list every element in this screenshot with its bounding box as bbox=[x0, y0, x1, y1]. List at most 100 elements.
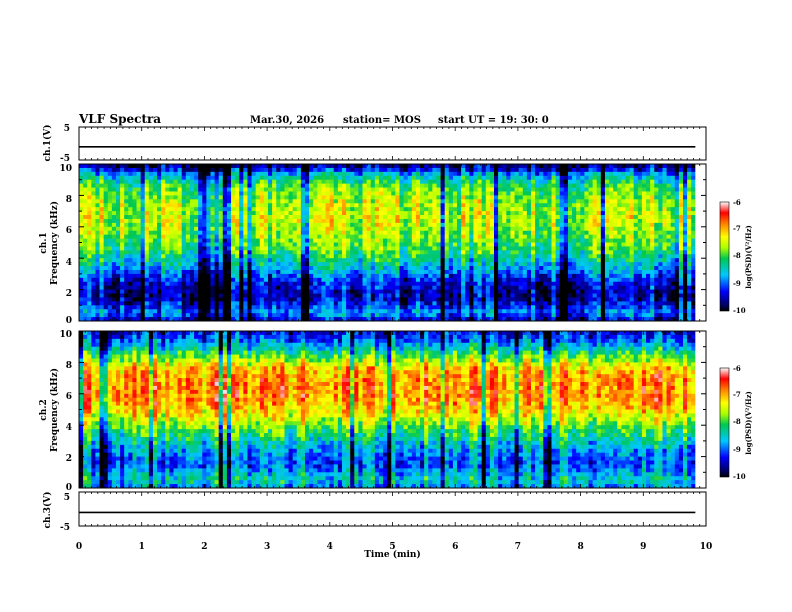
spectrogram-cell bbox=[120, 301, 125, 306]
spectrogram-cell bbox=[473, 171, 478, 177]
spectrogram-cell bbox=[526, 238, 532, 243]
spectrogram-cell bbox=[358, 191, 363, 196]
spectrogram-cell bbox=[415, 222, 421, 228]
spectrogram-cell bbox=[276, 254, 281, 259]
spectrogram-cell bbox=[235, 305, 240, 310]
spectrogram-cell bbox=[494, 262, 499, 267]
spectrogram-cell bbox=[239, 313, 244, 318]
spectrogram-cell bbox=[350, 305, 355, 310]
spectrogram-cell bbox=[243, 222, 248, 228]
spectrogram-cell bbox=[218, 179, 224, 185]
spectrogram-cell bbox=[572, 313, 577, 318]
spectrogram-cell bbox=[341, 277, 347, 283]
spectrogram-cell bbox=[83, 183, 88, 188]
spectrogram-cell bbox=[551, 273, 557, 279]
spectrogram-cell bbox=[428, 215, 433, 220]
spectrogram-cell bbox=[309, 242, 314, 247]
spectrogram-cell bbox=[243, 305, 248, 310]
spectrogram-cell bbox=[370, 289, 376, 294]
spectrogram-cell bbox=[378, 211, 384, 216]
spectrogram-cell bbox=[296, 203, 302, 208]
spectrogram-cell bbox=[226, 297, 232, 302]
spectrogram-cell bbox=[288, 305, 294, 310]
spectrogram-cell bbox=[448, 183, 454, 188]
spectrogram-cell bbox=[300, 226, 306, 232]
spectrogram-cell bbox=[333, 207, 339, 212]
spectrogram-cell bbox=[448, 195, 454, 200]
spectrogram-cell bbox=[436, 199, 441, 204]
spectrogram-cell bbox=[91, 301, 96, 306]
spectrogram-cell bbox=[148, 273, 154, 279]
spectrogram-cell bbox=[383, 277, 388, 283]
spectrogram-cell bbox=[407, 293, 413, 298]
spectrogram-cell bbox=[452, 277, 458, 283]
spectrogram-cell bbox=[239, 187, 244, 192]
spectrogram-cell bbox=[111, 301, 117, 306]
spectrogram-cell bbox=[469, 309, 474, 314]
spectrogram-cell bbox=[403, 250, 409, 255]
spectrogram-cell bbox=[235, 293, 240, 298]
spectrogram-cell bbox=[448, 203, 454, 208]
spectrogram-cell bbox=[161, 250, 166, 255]
spectrogram-cell bbox=[563, 238, 569, 243]
spectrogram-cell bbox=[436, 309, 441, 314]
spectrogram-cell bbox=[411, 238, 417, 243]
spectrogram-cell bbox=[424, 317, 429, 322]
spectrogram-cell bbox=[189, 226, 195, 232]
spectrogram-cell bbox=[152, 281, 158, 287]
spectrogram-cell bbox=[555, 164, 561, 169]
spectrogram-cell bbox=[366, 297, 372, 302]
spectrogram-cell bbox=[144, 246, 150, 251]
spectrogram-cell bbox=[111, 258, 117, 263]
spectrogram-cell bbox=[247, 277, 252, 283]
spectrogram-cell bbox=[309, 164, 314, 169]
spectrogram-cell bbox=[313, 191, 318, 196]
spectrogram-cell bbox=[313, 246, 318, 251]
spectrogram-cell bbox=[235, 187, 240, 192]
spectrogram-cell bbox=[198, 277, 203, 283]
spectrogram-cell bbox=[152, 269, 158, 275]
spectrogram-cell bbox=[481, 238, 487, 243]
spectrogram-cell bbox=[99, 164, 105, 169]
spectrogram-cell bbox=[304, 191, 310, 196]
spectrogram-cell bbox=[313, 195, 318, 200]
spectrogram-cell bbox=[161, 289, 166, 294]
spectrogram-cell bbox=[518, 175, 524, 181]
spectrogram-cell bbox=[403, 203, 409, 208]
spectrogram-cell bbox=[387, 238, 392, 243]
spectrogram-cell bbox=[567, 258, 573, 263]
spectrogram-cell bbox=[136, 183, 142, 188]
spectrogram-cell bbox=[222, 203, 228, 208]
spectrogram-cell bbox=[103, 293, 109, 298]
spectrogram-cell bbox=[210, 266, 215, 271]
spectrogram-cell bbox=[358, 195, 363, 200]
spectrogram-cell bbox=[157, 167, 162, 173]
spectrogram-cell bbox=[346, 211, 351, 216]
spectrogram-cell bbox=[358, 175, 363, 181]
spectrogram-cell bbox=[329, 175, 335, 181]
spectrogram-cell bbox=[87, 175, 92, 181]
spectrogram-cell bbox=[350, 301, 355, 306]
spectrogram-cell bbox=[243, 285, 248, 291]
spectrogram-cell bbox=[79, 297, 84, 302]
spectrogram-cell bbox=[333, 183, 339, 188]
spectrogram-cell bbox=[185, 285, 191, 291]
spectrogram-cell bbox=[268, 211, 273, 216]
spectrogram-cell bbox=[452, 289, 458, 294]
spectrogram-cell bbox=[522, 281, 528, 287]
spectrogram-cell bbox=[239, 258, 244, 263]
spectrogram-cell bbox=[551, 179, 557, 185]
spectrogram-cell bbox=[329, 250, 335, 255]
spectrogram-cell bbox=[535, 246, 540, 251]
spectrogram-cell bbox=[510, 195, 515, 200]
spectrogram-cell bbox=[313, 234, 318, 239]
spectrogram-cell bbox=[498, 317, 503, 322]
spectrogram-cell bbox=[304, 218, 310, 224]
spectrogram-cell bbox=[415, 207, 421, 212]
spectrogram-cell bbox=[395, 250, 400, 255]
spectrogram-cell bbox=[584, 297, 589, 302]
spectrogram-cell bbox=[354, 309, 359, 314]
spectrogram-cell bbox=[99, 179, 105, 185]
spectrogram-cell bbox=[391, 195, 396, 200]
spectrogram-cell bbox=[333, 269, 339, 275]
